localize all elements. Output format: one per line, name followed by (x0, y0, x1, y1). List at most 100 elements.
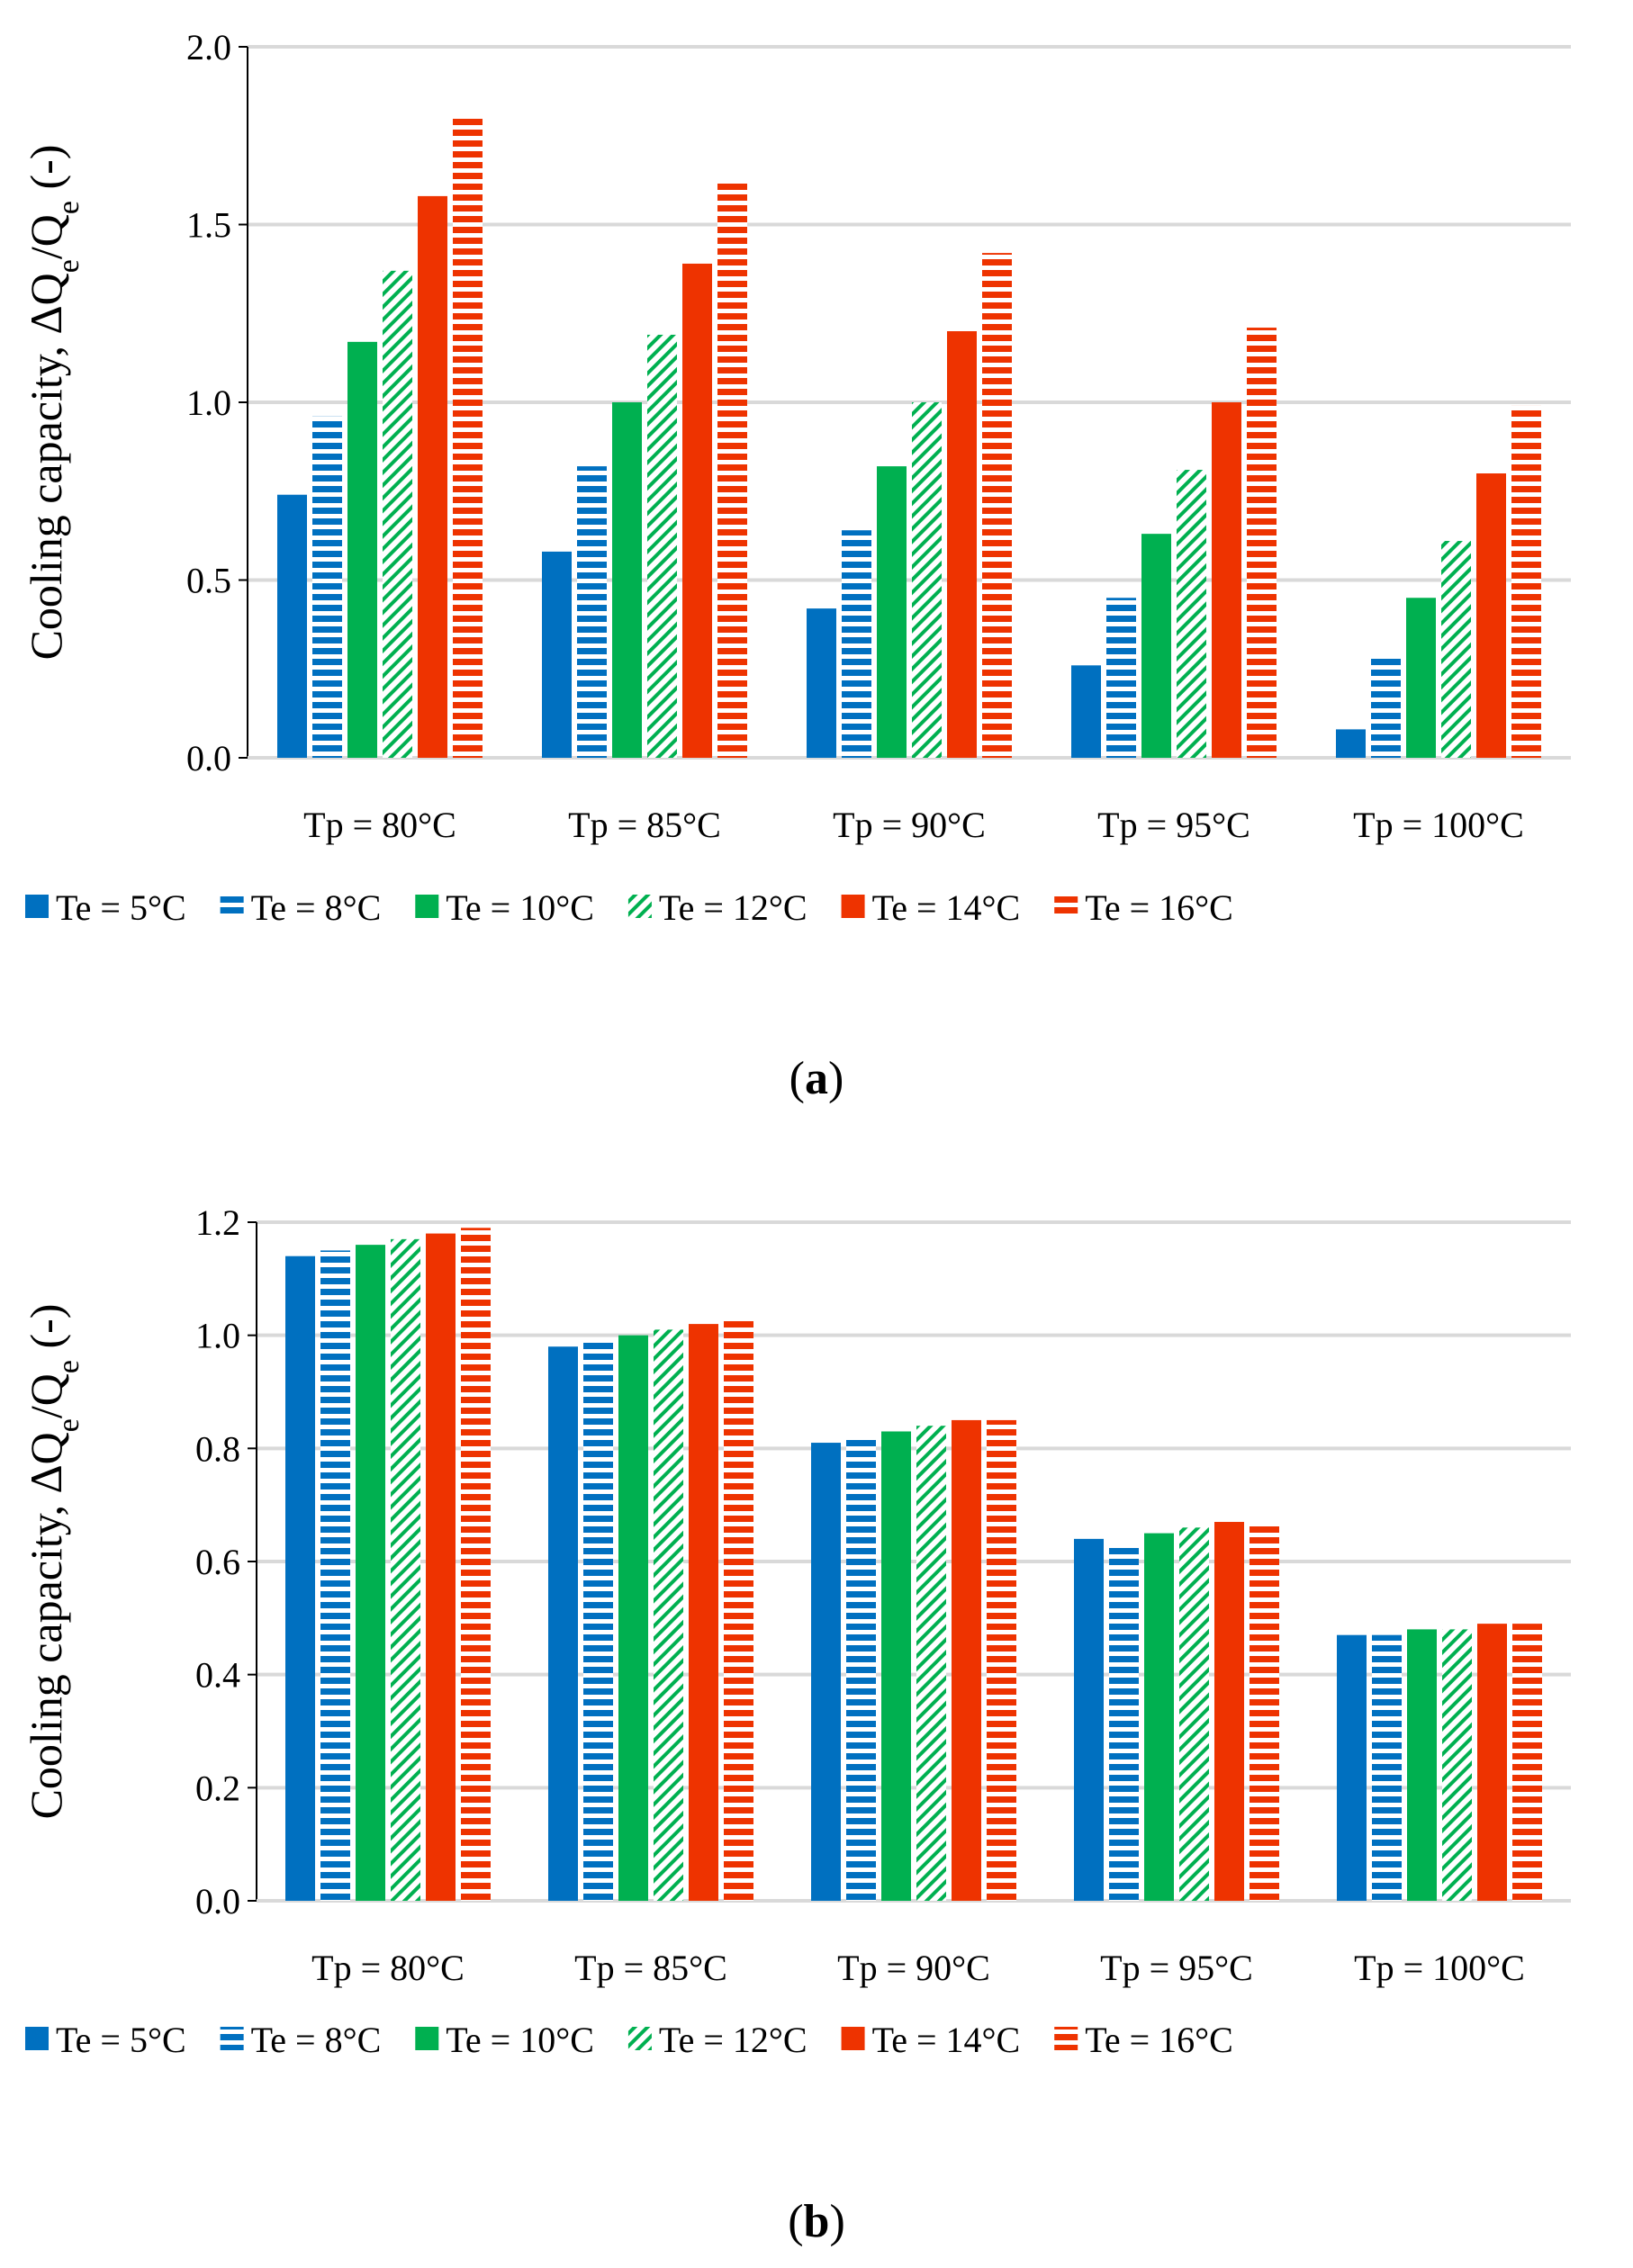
bar (717, 182, 747, 759)
bar (1106, 598, 1136, 758)
bar (689, 1324, 718, 1901)
y-tick-label: 0.5 (186, 561, 231, 601)
x-category-label: Tp = 85°C (574, 1948, 727, 1988)
y-tick-label: 1.5 (186, 205, 231, 246)
legend-swatch (1054, 895, 1078, 918)
x-category-label: Tp = 90°C (837, 1948, 990, 1988)
y-tick-label: 1.0 (186, 382, 231, 423)
bar (577, 466, 607, 758)
bar (724, 1318, 753, 1901)
legend-swatch (627, 895, 652, 918)
bar (1336, 729, 1366, 758)
bar (347, 341, 377, 758)
bar (1476, 473, 1506, 758)
legend-swatch (841, 895, 865, 918)
legend-label: Te = 8°C (251, 2020, 382, 2060)
legend-label: Te = 5°C (56, 2020, 186, 2060)
y-tick-label: 0.4 (195, 1655, 240, 1696)
legend-label: Te = 14°C (872, 887, 1021, 928)
x-category-label: Tp = 100°C (1354, 1948, 1525, 1988)
y-tick-label: 1.2 (195, 1202, 240, 1243)
y-tick-label: 0.2 (195, 1768, 240, 1808)
legend-swatch (25, 895, 49, 918)
bar (877, 466, 907, 758)
bar (1477, 1624, 1507, 1901)
bar (548, 1346, 578, 1901)
bar (618, 1335, 648, 1901)
bar (654, 1329, 683, 1901)
bar (1177, 470, 1206, 758)
bar (1372, 1634, 1402, 1901)
y-tick-label: 0.0 (195, 1881, 240, 1922)
panel-label: (a) (789, 1053, 844, 1104)
bar (881, 1431, 911, 1901)
y-axis-label: Cooling capacity, ΔQe/Qe (-) (21, 145, 86, 661)
legend-label: Te = 12°C (659, 2020, 807, 2060)
bar (320, 1250, 350, 1901)
legend-label: Te = 10°C (446, 2020, 594, 2060)
bar (1407, 1629, 1437, 1901)
legend-swatch (627, 2027, 652, 2050)
legend-swatch (415, 895, 439, 918)
bar (1212, 402, 1241, 758)
bar (647, 334, 677, 758)
bar (682, 263, 712, 758)
x-category-label: Tp = 95°C (1097, 805, 1250, 845)
legend-swatch (841, 2027, 865, 2050)
legend-label: Te = 5°C (56, 887, 186, 928)
bar (1442, 1629, 1472, 1901)
x-category-label: Tp = 85°C (568, 805, 721, 845)
bar (1247, 328, 1277, 758)
bar (1071, 665, 1101, 758)
bar (1371, 654, 1401, 758)
y-tick-label: 1.0 (195, 1316, 240, 1356)
bar (1337, 1634, 1367, 1901)
y-tick-label: 0.8 (195, 1428, 240, 1469)
bar (612, 402, 642, 758)
bar (987, 1419, 1016, 1901)
bar (1179, 1527, 1209, 1901)
bar (461, 1228, 491, 1901)
bar (982, 253, 1012, 759)
y-axis-label: Cooling capacity, ΔQe/Qe (-) (21, 1304, 86, 1820)
bar (1406, 598, 1436, 758)
legend-label: Te = 10°C (446, 887, 594, 928)
bar (912, 402, 942, 758)
bar (1512, 1624, 1542, 1901)
legend-swatch (220, 2027, 244, 2050)
legend-swatch (415, 2027, 439, 2050)
bar (811, 1443, 841, 1901)
bar (1214, 1522, 1244, 1901)
bar (1109, 1544, 1139, 1901)
chart-a: 0.0 0.5 1.0 1.5 2.0 Tp = 80°C Tp = 85°C Tp = 90… (21, 27, 1571, 1104)
bar (391, 1238, 420, 1901)
bar (426, 1233, 456, 1901)
panel-label: (b) (788, 2196, 845, 2247)
y-tick-label: 0.6 (195, 1542, 240, 1582)
bar (1074, 1538, 1104, 1901)
bar (1250, 1522, 1279, 1901)
legend-label: Te = 8°C (251, 887, 382, 928)
x-category-label: Tp = 80°C (311, 1948, 465, 1988)
x-category-label: Tp = 90°C (833, 805, 986, 845)
x-category-label: Tp = 100°C (1353, 805, 1524, 845)
x-category-label: Tp = 95°C (1100, 1948, 1253, 1988)
legend-label: Te = 12°C (659, 887, 807, 928)
bar (916, 1426, 946, 1901)
bar (952, 1419, 981, 1901)
bar (277, 494, 307, 758)
y-tick-label: 2.0 (186, 27, 231, 68)
bar (418, 195, 447, 758)
bar (583, 1340, 613, 1901)
bar (383, 270, 412, 759)
legend-swatch (220, 895, 244, 918)
bar (1144, 1533, 1174, 1901)
bar (846, 1436, 876, 1901)
bar (1141, 534, 1171, 758)
bar (285, 1256, 315, 1901)
x-category-label: Tp = 80°C (303, 805, 456, 845)
bar (1441, 541, 1471, 758)
bar (453, 114, 483, 759)
bar (542, 551, 572, 758)
legend-label: Te = 16°C (1085, 887, 1233, 928)
